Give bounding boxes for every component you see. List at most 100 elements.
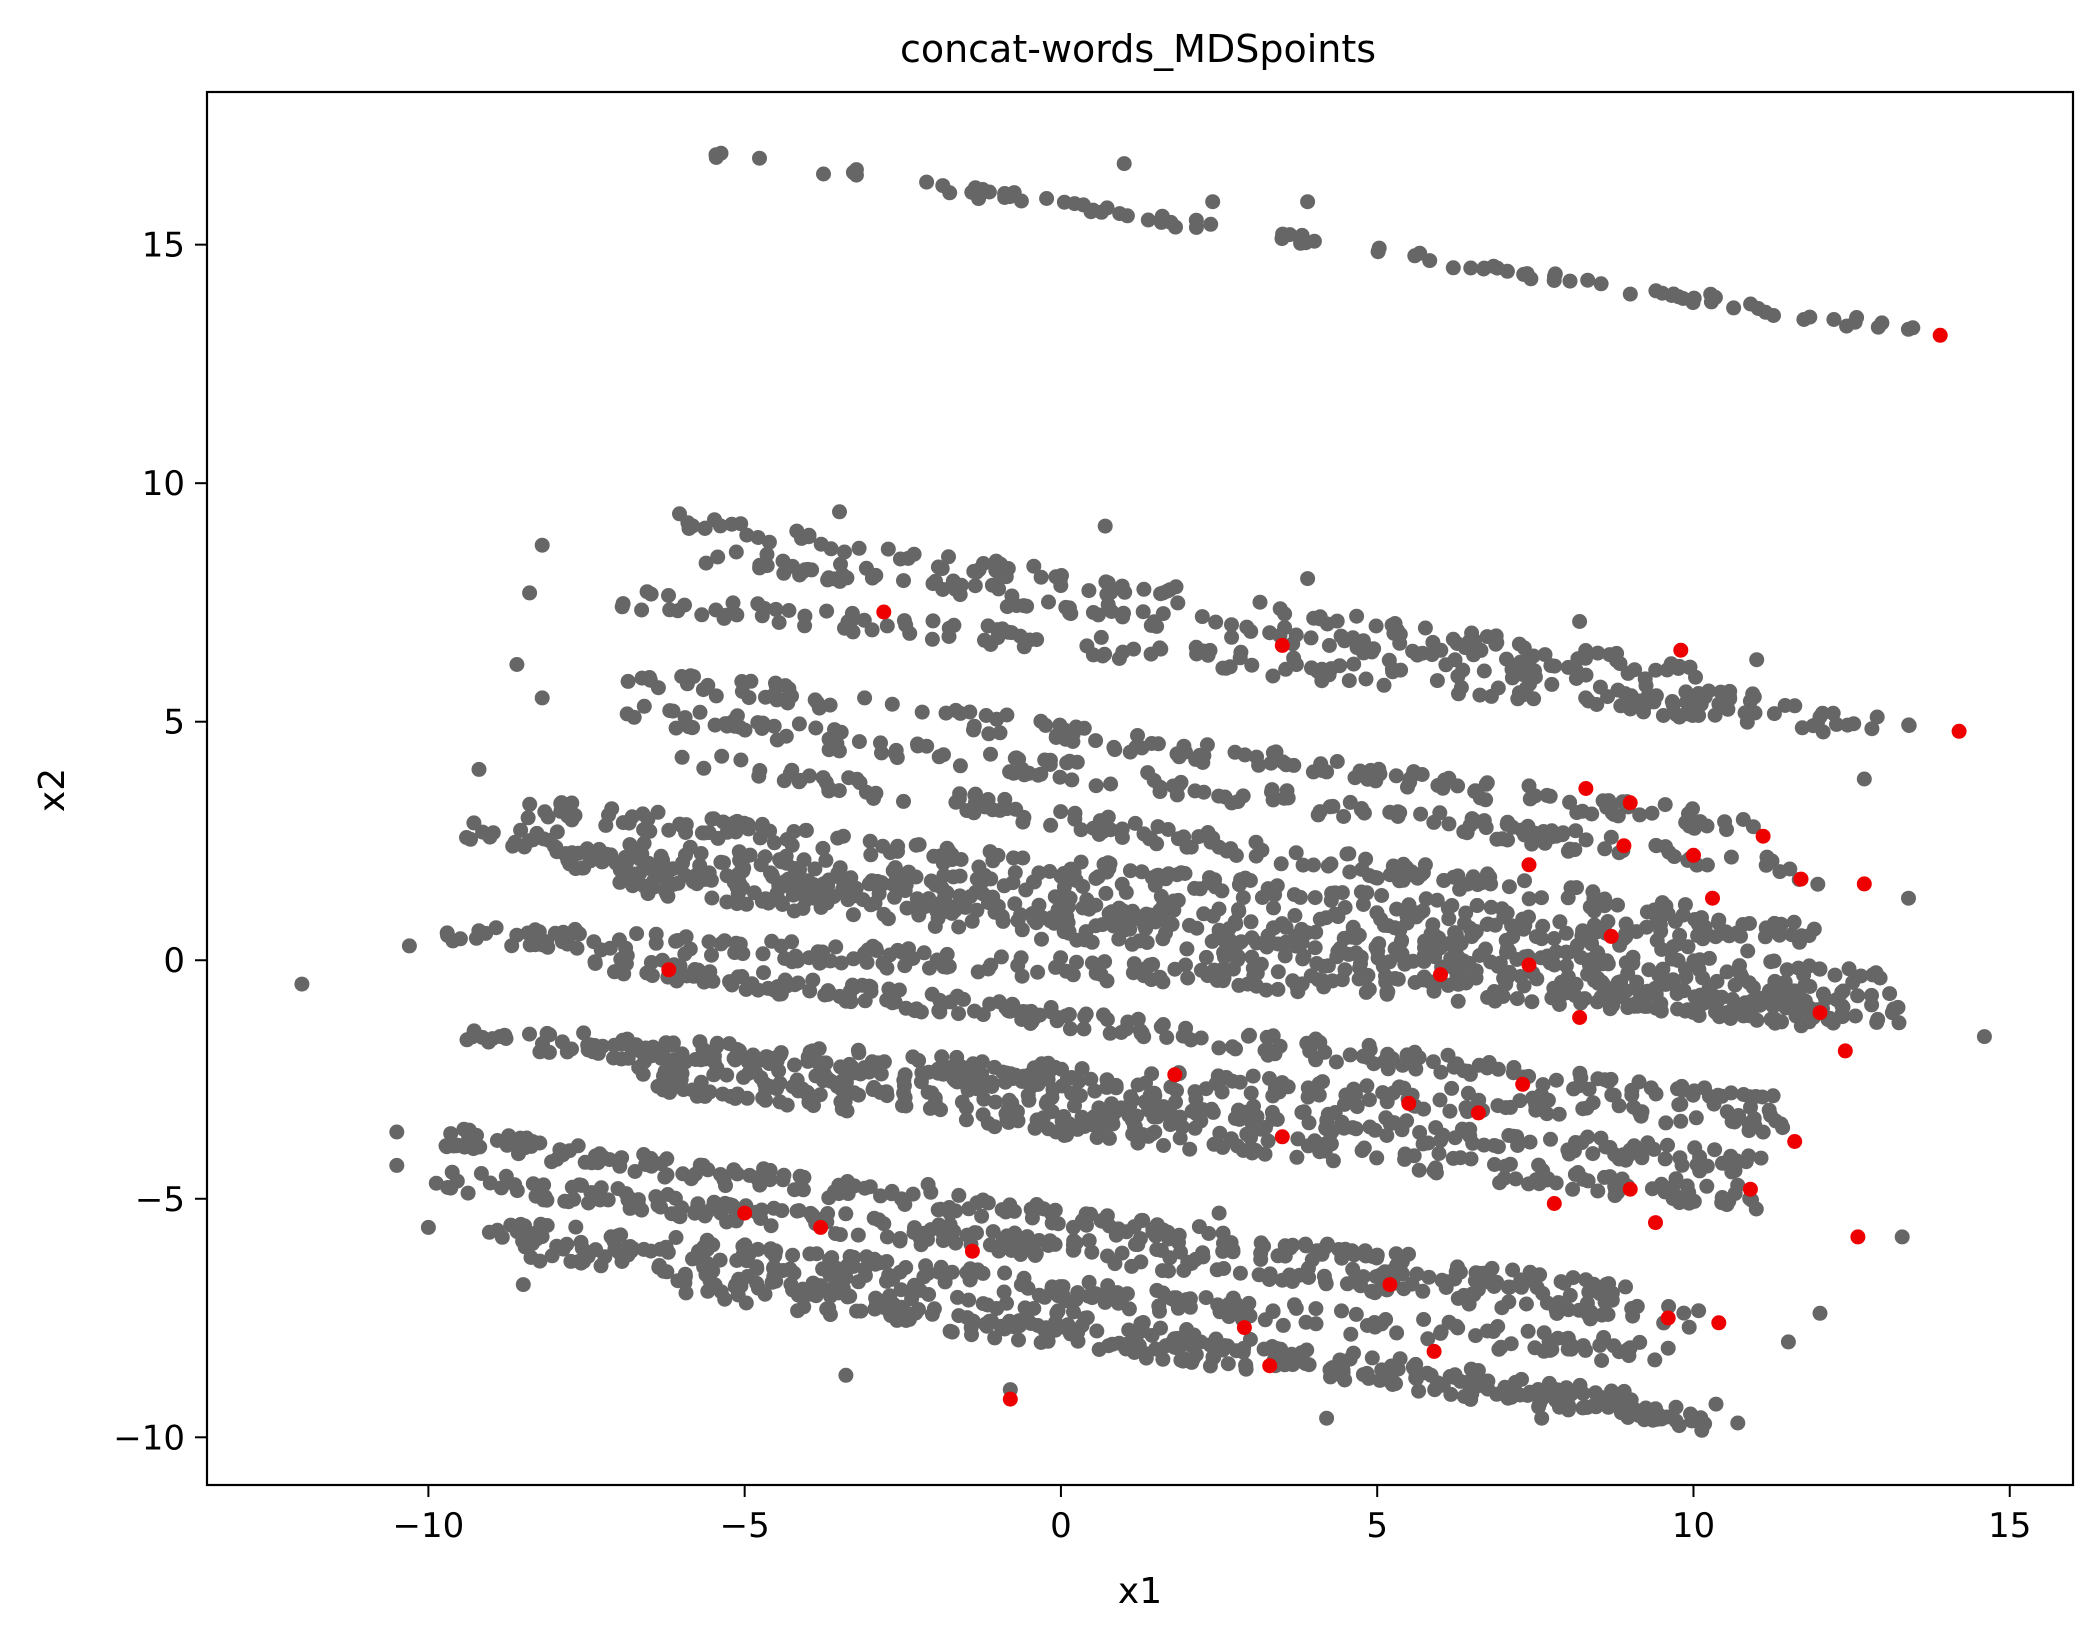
data-point (822, 953, 838, 969)
data-point (1378, 1312, 1394, 1327)
data-point (850, 1227, 866, 1243)
data-point (961, 1292, 977, 1308)
data-point (1549, 1382, 1565, 1398)
data-point (884, 994, 900, 1010)
highlight-point (1470, 1105, 1486, 1121)
data-point (766, 835, 782, 851)
data-point (927, 1090, 943, 1106)
data-point (1091, 827, 1107, 842)
data-point (1354, 801, 1370, 816)
data-point (1243, 1085, 1259, 1101)
data-point (1073, 854, 1089, 870)
data-point (791, 716, 807, 732)
data-point (1681, 1319, 1697, 1335)
data-point (1408, 1061, 1424, 1077)
data-point (1492, 955, 1508, 971)
data-point (475, 824, 491, 840)
data-point (1490, 1061, 1506, 1077)
data-point (1502, 964, 1517, 980)
data-point (1270, 964, 1286, 980)
data-point (1088, 778, 1104, 794)
data-point (1205, 1349, 1221, 1365)
data-point (1361, 1092, 1377, 1108)
data-point (1214, 883, 1230, 899)
highlight-point (1951, 723, 1967, 739)
data-point (719, 1067, 735, 1083)
data-point (1590, 1183, 1606, 1199)
data-point (851, 540, 867, 556)
data-point (1016, 1068, 1032, 1084)
highlight-point (1793, 871, 1809, 887)
data-point (762, 1172, 778, 1188)
x-tick-label: −5 (720, 1506, 770, 1546)
data-point (1510, 691, 1526, 707)
data-point (1648, 662, 1664, 678)
data-point (775, 1172, 791, 1188)
data-point (1176, 738, 1192, 754)
data-point (884, 1183, 900, 1199)
data-point (1749, 652, 1765, 668)
data-point (1701, 1088, 1717, 1104)
data-point (964, 913, 980, 929)
data-point (807, 861, 823, 877)
data-point (1259, 939, 1275, 955)
data-point (665, 703, 681, 719)
data-point (1505, 1262, 1521, 1278)
data-point (1444, 1080, 1460, 1096)
data-point (1387, 941, 1403, 957)
data-point (1369, 870, 1385, 886)
data-point (1349, 608, 1365, 624)
data-point (1890, 999, 1906, 1015)
data-point (1225, 1073, 1240, 1089)
data-point (760, 980, 776, 996)
data-point (1280, 1079, 1296, 1095)
data-point (1170, 831, 1186, 847)
data-point (766, 718, 782, 734)
data-point (1000, 1003, 1016, 1019)
data-point (643, 1243, 659, 1259)
data-point (700, 677, 716, 693)
data-point (802, 1286, 818, 1302)
data-point (1013, 1247, 1029, 1262)
data-point (1674, 1078, 1690, 1094)
data-point (1603, 800, 1619, 816)
data-point (1578, 832, 1594, 848)
data-point (1189, 920, 1205, 936)
data-point (1976, 1029, 1992, 1045)
data-point (927, 919, 943, 934)
data-point (1726, 300, 1742, 316)
data-point (706, 1067, 722, 1083)
data-point (1425, 1054, 1441, 1070)
data-point (739, 1253, 755, 1269)
data-point (1472, 687, 1488, 703)
data-point (1846, 716, 1862, 732)
data-point (1122, 744, 1138, 760)
data-point (1516, 978, 1532, 994)
highlight-point (1521, 857, 1537, 873)
data-point (1521, 909, 1536, 925)
data-point (1053, 804, 1069, 820)
data-point (928, 573, 943, 589)
data-point (1342, 794, 1358, 810)
data-point (1766, 997, 1782, 1013)
data-point (759, 546, 775, 562)
x-tick-label: 15 (1988, 1506, 2031, 1546)
data-point (1470, 1266, 1485, 1282)
data-point (1445, 631, 1461, 647)
data-point (1494, 1300, 1510, 1316)
data-point (1149, 1242, 1165, 1258)
data-point (621, 815, 637, 831)
data-point (1901, 890, 1916, 906)
data-point (1496, 1170, 1512, 1186)
data-point (1069, 954, 1084, 970)
data-point (481, 1224, 497, 1240)
data-point (1699, 818, 1715, 834)
data-point (1590, 645, 1606, 661)
data-point (1211, 1205, 1227, 1221)
data-point (1323, 892, 1339, 908)
data-point (567, 807, 583, 823)
data-point (1448, 927, 1464, 943)
data-point (1260, 1133, 1276, 1149)
data-point (1114, 1100, 1129, 1116)
data-point (1303, 630, 1319, 646)
